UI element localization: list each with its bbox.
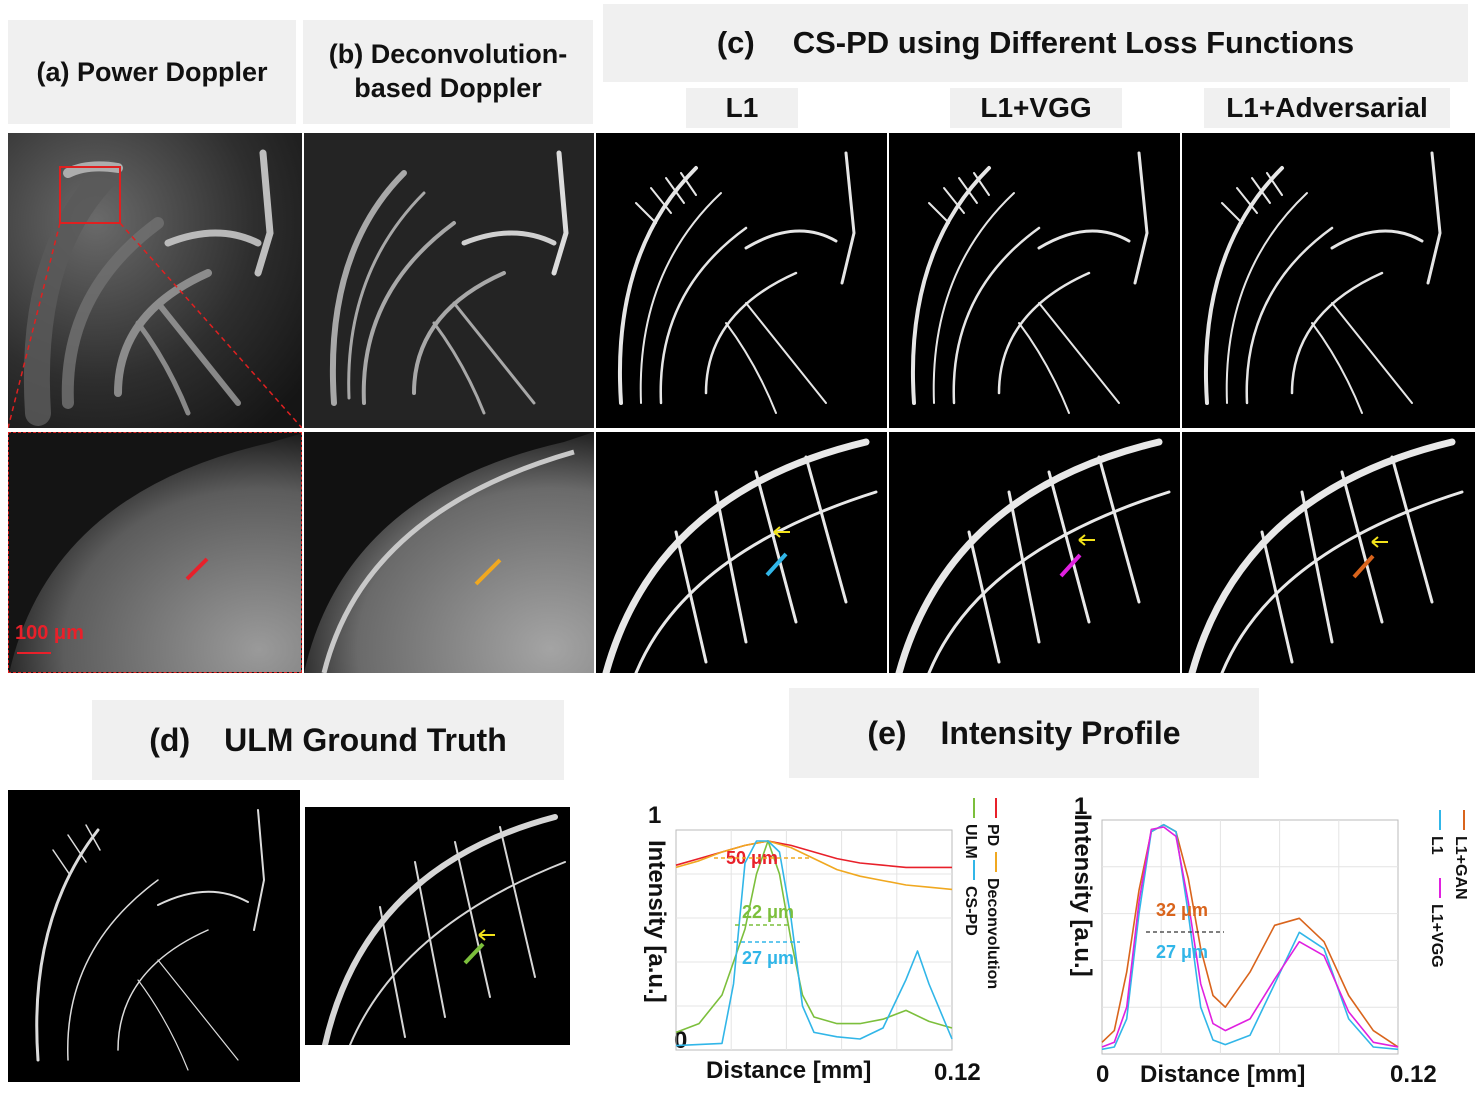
annotation-27um: 27 μm xyxy=(742,948,794,968)
y-tick-label-top: 1 xyxy=(1074,793,1087,820)
label-b: (b) Deconvolution- based Doppler xyxy=(303,20,593,124)
series-line-deconvolution xyxy=(675,840,953,891)
y-axis-label: Intensity [a.u.] xyxy=(1069,814,1096,977)
label-e-prefix: (e) xyxy=(867,714,907,751)
zoom-ulm xyxy=(305,807,570,1045)
label-e-title: Intensity Profile xyxy=(940,714,1181,751)
label-d-title: ULM Ground Truth xyxy=(224,721,507,758)
label-c-l1adv-text: L1+Adversarial xyxy=(1226,92,1428,123)
legend: PD Deconvolution ULM CS-PD xyxy=(962,798,1001,989)
series-line-l1vgg xyxy=(1101,826,1399,1048)
label-c: (c) CS-PD using Different Loss Functions xyxy=(603,4,1468,82)
image-power-doppler xyxy=(8,133,302,428)
zoom-box xyxy=(59,166,121,224)
arrow-icon xyxy=(478,929,495,941)
profile-line-ulm xyxy=(463,942,485,965)
x-axis-label: Distance [mm] xyxy=(1140,1061,1305,1088)
series-line-cspd xyxy=(675,840,953,1047)
x-axis-label: Distance [mm] xyxy=(706,1057,871,1084)
label-b-line2: based Doppler xyxy=(354,73,542,103)
annotation-27um-b: 27 μm xyxy=(1156,942,1208,962)
label-a-text: (a) Power Doppler xyxy=(36,56,268,87)
y-tick-label-top: 1 xyxy=(648,802,661,829)
label-c-l1-text: L1 xyxy=(725,92,759,123)
legend-pd: PD xyxy=(984,824,1001,846)
legend-l1: L1 xyxy=(1428,836,1445,855)
zoom-cspd-l1 xyxy=(596,432,887,673)
label-a: (a) Power Doppler xyxy=(8,20,296,124)
y-axis-label: Intensity [a.u.] xyxy=(643,840,670,1003)
label-c-l1vgg-text: L1+VGG xyxy=(980,92,1092,123)
label-b-line1: (b) Deconvolution- xyxy=(328,39,568,70)
arrow-icon xyxy=(1078,534,1095,546)
zoom-deconvolution-doppler xyxy=(304,432,594,673)
x-tick-label-end: 0.12 xyxy=(1390,1061,1437,1088)
series-line-l1 xyxy=(1101,823,1399,1051)
image-cspd-l1vgg xyxy=(889,133,1180,428)
image-deconvolution-doppler xyxy=(304,133,594,428)
arrow-icon xyxy=(1371,536,1388,548)
chart-1: 1 0 0.12 Distance [mm] Intensity [a.u.] … xyxy=(630,790,1010,1090)
legend: L1+GAN L1 L1+VGG xyxy=(1428,810,1469,968)
label-c-l1vgg: L1+VGG xyxy=(950,88,1122,128)
x-tick-label-start: 0 xyxy=(1096,1061,1109,1088)
label-c-l1adv: L1+Adversarial xyxy=(1204,88,1450,128)
legend-cspd: CS-PD xyxy=(962,886,979,936)
zoom-cspd-l1vgg xyxy=(889,432,1180,673)
zoom-cspd-l1adv xyxy=(1182,432,1475,673)
image-cspd-l1 xyxy=(596,133,887,428)
label-c-prefix: (c) xyxy=(716,25,755,60)
label-c-l1: L1 xyxy=(686,88,798,128)
image-ulm xyxy=(8,790,300,1082)
series-line-ulm xyxy=(675,840,953,1034)
legend-l1gan: L1+GAN xyxy=(1452,836,1469,900)
arrow-icon xyxy=(773,526,790,538)
profile-line-l1vgg xyxy=(1059,553,1082,578)
profile-line-l1 xyxy=(765,552,788,577)
image-cspd-l1adv xyxy=(1182,133,1475,428)
profile-line-l1gan xyxy=(1352,554,1375,579)
legend-deconvolution: Deconvolution xyxy=(984,878,1001,989)
legend-ulm: ULM xyxy=(962,824,979,859)
zoom-power-doppler: 100 μm xyxy=(8,432,302,673)
label-c-title: CS-PD using Different Loss Functions xyxy=(792,25,1355,60)
x-tick-label-end: 0.12 xyxy=(934,1059,981,1086)
series-line-l1gan xyxy=(1101,823,1399,1048)
label-e: (e) Intensity Profile xyxy=(789,688,1259,778)
label-d-prefix: (d) xyxy=(149,721,191,758)
annotation-22um: 22 μm xyxy=(742,902,794,922)
chart-2-svg: 1 0 0.12 Distance [mm] Intensity [a.u.] … xyxy=(1069,793,1469,1088)
chart-1-svg: 1 0 0.12 Distance [mm] Intensity [a.u.] … xyxy=(643,798,1001,1086)
annotation-32um: 32 μm xyxy=(1156,900,1208,920)
x-tick-label-start: 0 xyxy=(674,1027,687,1054)
label-d: (d) ULM Ground Truth xyxy=(92,700,564,780)
profile-line-pd xyxy=(185,557,209,581)
profile-line-deconvolution xyxy=(474,558,502,586)
plot-frame xyxy=(1101,819,1399,1055)
chart-2: 1 0 0.12 Distance [mm] Intensity [a.u.] … xyxy=(1056,790,1476,1090)
plot-frame xyxy=(675,829,953,1051)
legend-l1vgg: L1+VGG xyxy=(1428,904,1445,968)
scale-bar-label: 100 μm xyxy=(15,622,84,644)
